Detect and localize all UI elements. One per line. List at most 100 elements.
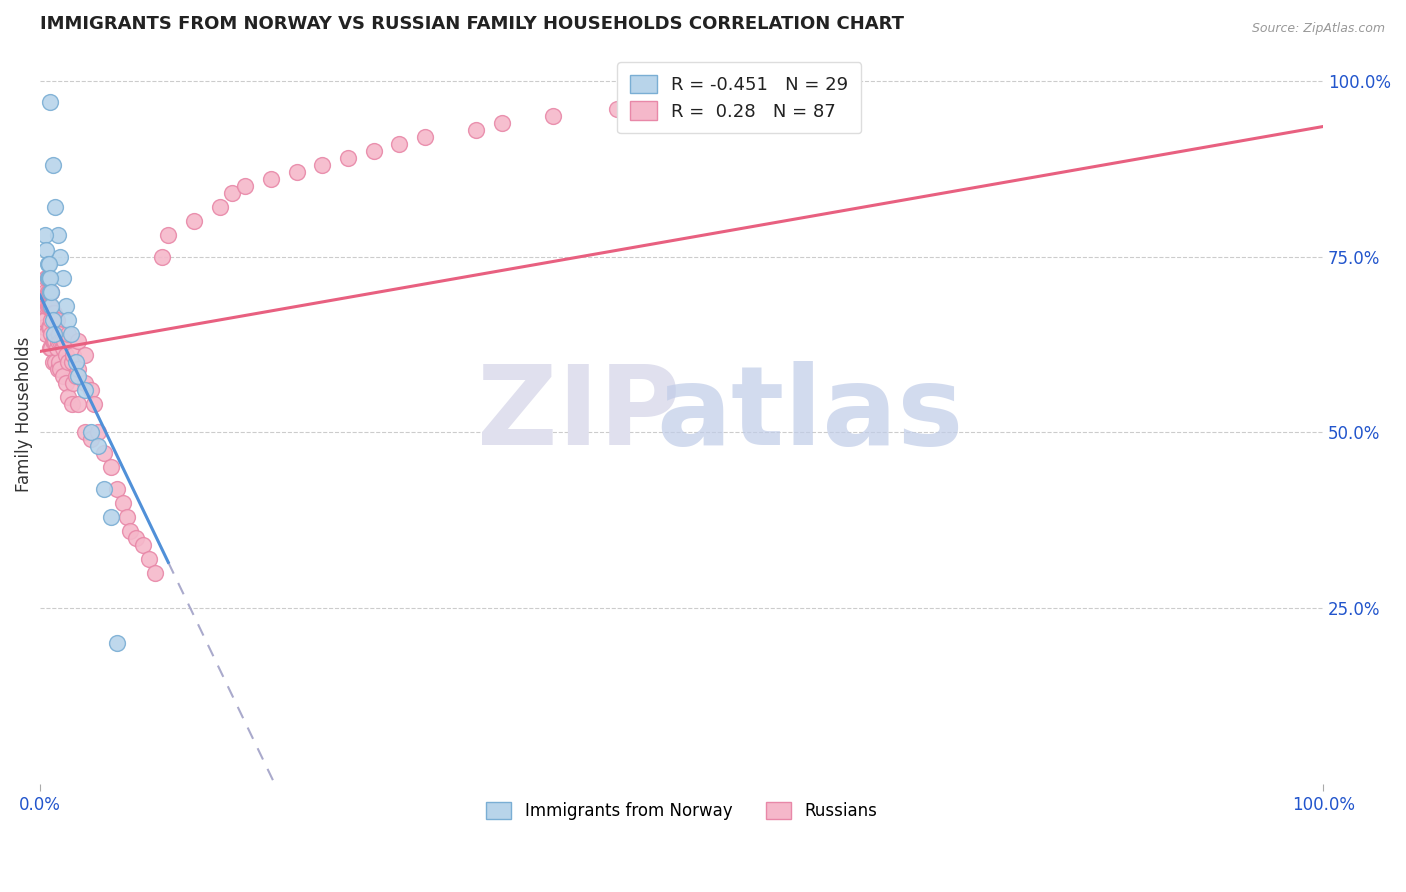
Point	[125, 531, 148, 545]
Point	[208, 200, 231, 214]
Point	[51, 334, 73, 348]
Point	[44, 313, 66, 327]
Point	[62, 376, 84, 390]
Point	[233, 179, 256, 194]
Point	[39, 285, 62, 299]
Point	[80, 425, 103, 440]
Point	[285, 165, 308, 179]
Point	[35, 326, 58, 341]
Point	[37, 285, 59, 299]
Point	[52, 369, 75, 384]
Point	[37, 299, 59, 313]
Point	[59, 326, 82, 341]
Point	[60, 397, 83, 411]
Point	[38, 256, 60, 270]
Text: ZIP: ZIP	[477, 361, 681, 468]
Point	[45, 341, 67, 355]
Text: Source: ZipAtlas.com: Source: ZipAtlas.com	[1251, 22, 1385, 36]
Point	[465, 123, 488, 137]
Point	[73, 348, 96, 362]
Point	[112, 495, 135, 509]
Text: IMMIGRANTS FROM NORWAY VS RUSSIAN FAMILY HOUSEHOLDS CORRELATION CHART: IMMIGRANTS FROM NORWAY VS RUSSIAN FAMILY…	[39, 15, 904, 33]
Point	[31, 299, 53, 313]
Point	[44, 355, 66, 369]
Point	[86, 425, 108, 440]
Point	[55, 376, 77, 390]
Point	[67, 362, 90, 376]
Point	[42, 306, 65, 320]
Point	[38, 319, 60, 334]
Point	[157, 228, 180, 243]
Point	[105, 636, 128, 650]
Legend: Immigrants from Norway, Russians: Immigrants from Norway, Russians	[479, 796, 883, 827]
Point	[183, 214, 205, 228]
Point	[56, 313, 79, 327]
Point	[48, 355, 70, 369]
Point	[46, 228, 69, 243]
Point	[37, 256, 59, 270]
Point	[52, 270, 75, 285]
Point	[46, 334, 69, 348]
Point	[52, 341, 75, 355]
Point	[49, 362, 72, 376]
Point	[45, 313, 67, 327]
Point	[60, 355, 83, 369]
Point	[42, 334, 65, 348]
Point	[42, 355, 65, 369]
Point	[35, 270, 58, 285]
Point	[541, 109, 564, 123]
Point	[67, 397, 90, 411]
Point	[55, 348, 77, 362]
Point	[83, 397, 105, 411]
Point	[413, 130, 436, 145]
Point	[39, 299, 62, 313]
Point	[37, 270, 59, 285]
Point	[388, 137, 411, 152]
Point	[41, 299, 63, 313]
Point	[42, 306, 65, 320]
Point	[39, 95, 62, 109]
Point	[41, 341, 63, 355]
Point	[46, 362, 69, 376]
Point	[65, 369, 87, 384]
Point	[39, 341, 62, 355]
Point	[80, 432, 103, 446]
Point	[138, 551, 160, 566]
Point	[336, 151, 359, 165]
Point	[44, 200, 66, 214]
Point	[34, 313, 56, 327]
Point	[80, 383, 103, 397]
Point	[41, 326, 63, 341]
Point	[44, 334, 66, 348]
Point	[93, 446, 115, 460]
Point	[62, 348, 84, 362]
Point	[49, 334, 72, 348]
Point	[100, 509, 122, 524]
Text: atlas: atlas	[657, 361, 963, 468]
Point	[49, 250, 72, 264]
Point	[37, 270, 59, 285]
Point	[86, 439, 108, 453]
Point	[73, 425, 96, 440]
Point	[38, 270, 60, 285]
Point	[38, 299, 60, 313]
Point	[115, 509, 138, 524]
Point	[491, 116, 513, 130]
Point	[363, 144, 385, 158]
Y-axis label: Family Households: Family Households	[15, 337, 32, 492]
Point	[41, 285, 63, 299]
Point	[118, 524, 141, 538]
Point	[221, 186, 243, 201]
Point	[131, 538, 153, 552]
Point	[56, 326, 79, 341]
Point	[41, 285, 63, 299]
Point	[67, 334, 90, 348]
Point	[105, 482, 128, 496]
Point	[73, 383, 96, 397]
Point	[56, 355, 79, 369]
Point	[65, 355, 87, 369]
Point	[42, 158, 65, 172]
Point	[55, 299, 77, 313]
Point	[73, 376, 96, 390]
Point	[93, 482, 115, 496]
